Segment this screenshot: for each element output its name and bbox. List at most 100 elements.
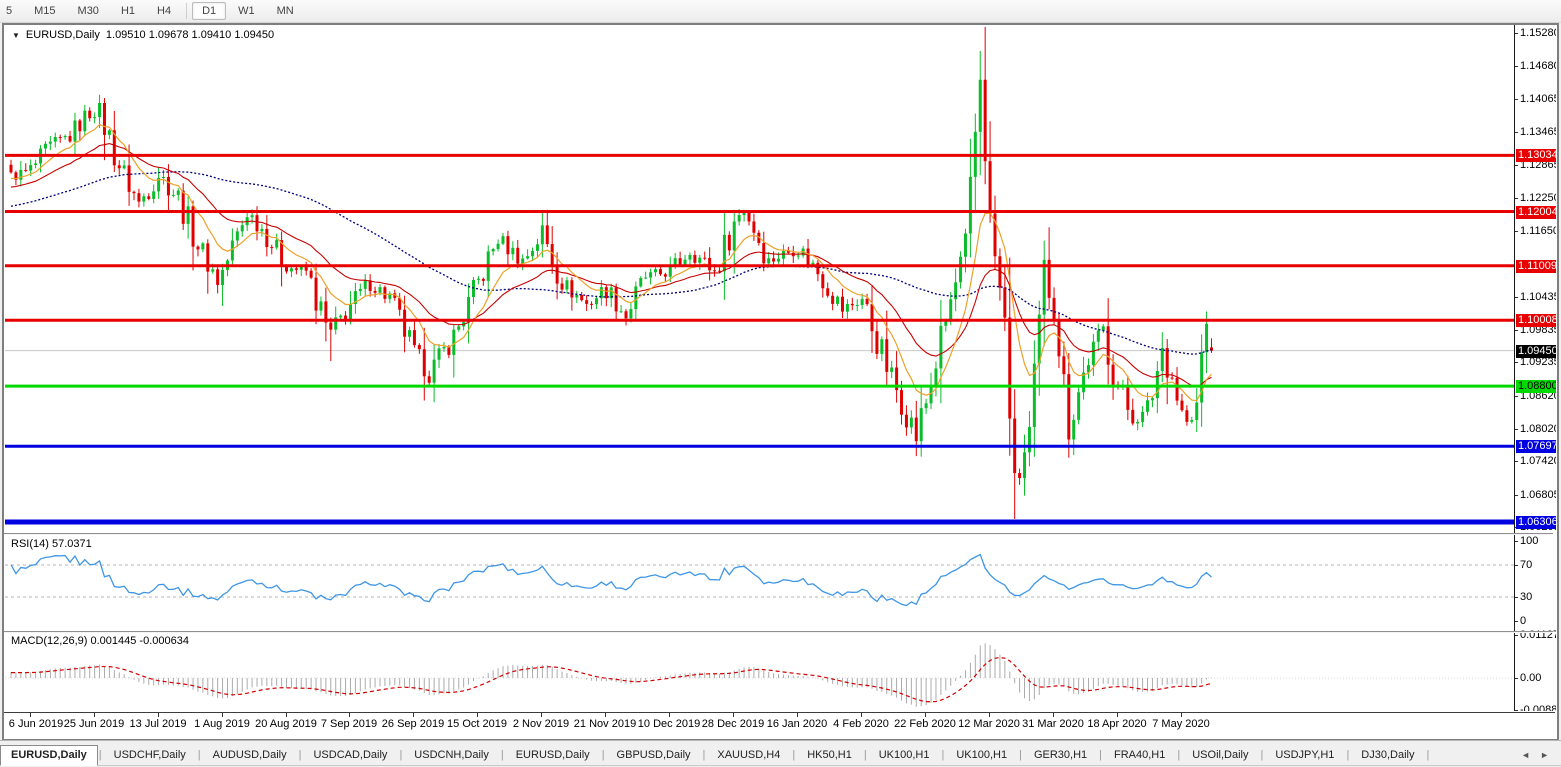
date-label: 15 Oct 2019 [447, 718, 507, 730]
timeframe-button-m30[interactable]: M30 [77, 5, 99, 17]
date-tick-mark [94, 713, 95, 717]
chart-menu-icon[interactable]: ▼ [12, 30, 20, 40]
date-label: 18 Apr 2020 [1087, 718, 1147, 730]
date-tick-mark [30, 713, 31, 717]
price-tick-label: 1.08620 [1520, 390, 1556, 402]
pane-splitter-rsi[interactable] [4, 533, 1553, 535]
chart-tab-uk100-h1[interactable]: UK100,H1 [956, 749, 1008, 761]
date-label: 31 Mar 2020 [1022, 718, 1084, 730]
date-axis[interactable]: 6 Jun 2019 25 Jun 2019 13 Jul 2019 1 Aug 20… [4, 712, 1555, 736]
scale-tick-mark [1515, 33, 1518, 34]
tab-separator: | [941, 749, 945, 761]
date-tick-mark [605, 713, 606, 717]
tab-scroll-left-icon[interactable]: ◄ [1521, 750, 1531, 760]
scale-tick-mark [1515, 621, 1518, 622]
price-tick-label: 1.10435 [1520, 291, 1556, 303]
price-tick-label: 1.09235 [1520, 356, 1556, 368]
scale-tick-mark [1515, 231, 1518, 232]
date-label: 25 Jun 2019 [63, 718, 125, 730]
chart-tab-dj30-daily[interactable]: DJ30,Daily [1361, 749, 1415, 761]
toolbar-separator [186, 3, 188, 19]
rsi-tick-label: 30 [1520, 591, 1533, 603]
timeframe-button-h1[interactable]: H1 [120, 5, 135, 17]
tab-separator: | [197, 749, 201, 761]
date-tick-mark [733, 713, 734, 717]
chart-tab-usdcnh-daily[interactable]: USDCNH,Daily [414, 749, 489, 761]
chart-ohlc-values: 1.09510 1.09678 1.09410 1.09450 [105, 29, 275, 41]
rsi-indicator-label: RSI(14) 57.0371 [11, 538, 92, 550]
tab-separator: | [1426, 749, 1430, 761]
scale-tick-mark [1515, 495, 1518, 496]
price-chart-canvas[interactable] [5, 26, 1514, 712]
pane-splitter-macd[interactable] [4, 631, 1553, 633]
price-tick-label: 1.15280 [1520, 27, 1556, 39]
price-tick-label: 1.09835 [1520, 324, 1556, 336]
chart-tab-audusd-daily[interactable]: AUDUSD,Daily [212, 749, 287, 761]
tab-separator: | [863, 749, 867, 761]
chart-window[interactable]: ▼ EURUSD,Daily 1.09510 1.09678 1.09410 1.0… [2, 23, 1559, 741]
date-label: 7 May 2020 [1152, 718, 1210, 730]
chart-tab-usoil-daily[interactable]: USOil,Daily [1192, 749, 1249, 761]
rsi-tick-label: 70 [1520, 559, 1533, 571]
ma-slow-line [10, 170, 1212, 355]
scale-tick-mark [1515, 198, 1518, 199]
price-level-badge: 1.08800 [1516, 380, 1556, 393]
scale-tick-mark [1515, 165, 1518, 166]
tab-separator: | [601, 749, 605, 761]
price-level-badge: 1.11009 [1516, 260, 1556, 273]
chart-tab-gbpusd-daily[interactable]: GBPUSD,Daily [616, 749, 691, 761]
price-tick-label: 1.12250 [1520, 192, 1556, 204]
timeframe-button-mn[interactable]: MN [276, 5, 294, 17]
date-label: 2 Nov 2019 [512, 718, 570, 730]
ma-fast-line [10, 123, 1212, 402]
price-tick-label: 1.12865 [1520, 159, 1556, 171]
tab-separator: | [298, 749, 302, 761]
date-label: 1 Aug 2019 [194, 718, 250, 730]
date-label: 13 Jul 2019 [129, 718, 187, 730]
price-scale[interactable]: 1.15280 1.14680 1.14065 1.13465 1.12865 1.122… [1514, 25, 1556, 711]
scale-tick-mark [1515, 541, 1518, 542]
chart-tab-usdcad-daily[interactable]: USDCAD,Daily [313, 749, 388, 761]
timeframe-button-d1[interactable]: D1 [192, 2, 227, 20]
price-tick-label: 1.11650 [1520, 225, 1556, 237]
timeframe-button-m15[interactable]: M15 [34, 5, 56, 17]
chart-tab-xauusd-h4[interactable]: XAUUSD,H4 [717, 749, 781, 761]
chart-tab-fra40-h1[interactable]: FRA40,H1 [1114, 749, 1166, 761]
chart-tab-ger30-h1[interactable]: GER30,H1 [1033, 749, 1088, 761]
scale-tick-mark [1515, 565, 1518, 566]
chart-tab-usdjpy-h1[interactable]: USDJPY,H1 [1275, 749, 1335, 761]
date-tick-mark [925, 713, 926, 717]
price-tick-label: 1.06805 [1520, 489, 1556, 501]
chart-tab-hk50-h1[interactable]: HK50,H1 [807, 749, 852, 761]
tab-separator: | [1177, 749, 1181, 761]
price-tick-label: 1.08020 [1520, 423, 1556, 435]
scale-tick-mark [1515, 429, 1518, 430]
date-tick-mark [286, 713, 287, 717]
tab-scroll-right-icon[interactable]: ► [1540, 750, 1549, 760]
tab-separator: | [792, 749, 796, 761]
chart-tab-eurusd-daily[interactable]: EURUSD,Daily [0, 745, 98, 766]
timeframe-button-w1[interactable]: W1 [238, 5, 255, 17]
date-tick-mark [797, 713, 798, 717]
date-label: 7 Sep 2019 [320, 718, 378, 730]
date-label: 6 Jun 2019 [8, 718, 64, 730]
tab-scroll-buttons: ◄ ► [1521, 750, 1561, 765]
price-tick-label: 1.07420 [1520, 455, 1556, 467]
tab-separator: | [1099, 749, 1103, 761]
price-level-badge: 1.06306 [1516, 516, 1556, 529]
chart-tab-eurusd-daily[interactable]: EURUSD,Daily [515, 749, 590, 761]
scale-tick-mark [1515, 396, 1518, 397]
date-tick-mark [1053, 713, 1054, 717]
timeframe-button-h4[interactable]: H4 [157, 5, 172, 17]
timeframe-button-5[interactable]: 5 [6, 5, 13, 17]
date-label: 16 Jan 2020 [766, 718, 828, 730]
current-price-badge: 1.09450 [1516, 345, 1556, 358]
price-level-badge: 1.13034 [1516, 149, 1556, 162]
price-level-badge: 1.10008 [1516, 314, 1556, 327]
chart-tab-uk100-h1[interactable]: UK100,H1 [878, 749, 930, 761]
scale-tick-mark [1515, 297, 1518, 298]
tab-separator: | [1346, 749, 1350, 761]
scale-tick-mark [1515, 710, 1518, 711]
macd-tick-label: 0.00 [1520, 672, 1542, 684]
chart-tab-usdchf-daily[interactable]: USDCHF,Daily [113, 749, 186, 761]
